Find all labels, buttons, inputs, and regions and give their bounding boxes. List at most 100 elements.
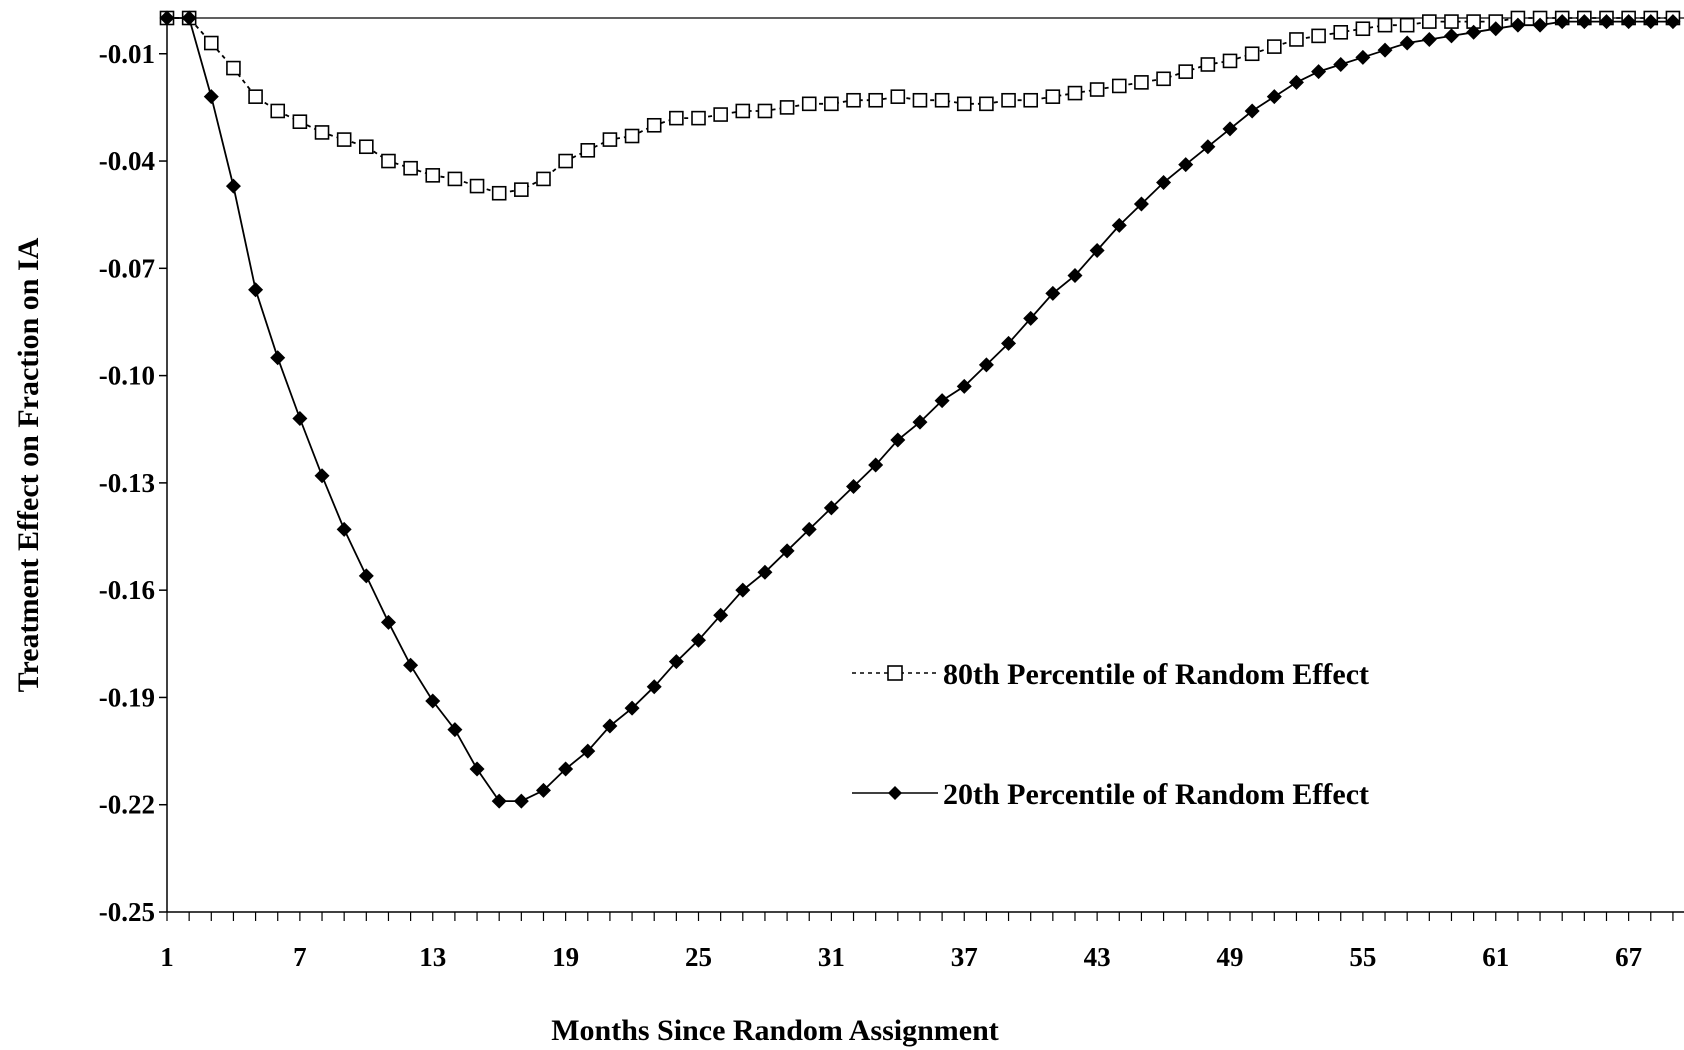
legend-item-20th: 20th Percentile of Random Effect (852, 778, 1369, 811)
x-tick-label: 67 (1615, 942, 1642, 972)
data-point-20th (1089, 242, 1105, 258)
x-ticks: 1 7 13 19 25 31 37 43 49 55 61 67 (160, 912, 1674, 972)
y-tick-label: -0.25 (99, 897, 155, 927)
data-point-20th (248, 282, 264, 298)
data-point-80th (270, 103, 286, 119)
data-point-20th (1266, 89, 1282, 105)
data-point-80th (846, 92, 861, 108)
legend-label-80th: 80th Percentile of Random Effect (943, 658, 1369, 691)
data-point-80th (1045, 89, 1061, 104)
y-tick-label: -0.04 (99, 146, 155, 176)
data-point-80th (1023, 92, 1038, 108)
series-80th (159, 10, 1681, 201)
data-point-20th (1222, 121, 1238, 137)
data-point-20th (912, 414, 928, 430)
data-point-20th (1156, 174, 1172, 190)
data-point-20th (159, 10, 175, 26)
data-point-80th (1289, 32, 1304, 47)
data-point-80th (624, 128, 640, 144)
data-point-20th (1355, 49, 1371, 65)
data-point-20th (513, 793, 529, 809)
data-point-80th (359, 139, 374, 155)
data-point-20th (403, 657, 419, 673)
data-point-20th (1288, 74, 1304, 90)
data-point-20th (1466, 24, 1482, 40)
data-point-80th (1422, 14, 1437, 29)
y-tick-label: -0.16 (99, 575, 155, 605)
data-point-80th (580, 143, 596, 158)
data-point-80th (336, 132, 352, 147)
data-point-20th (846, 478, 862, 494)
data-point-80th (314, 125, 330, 140)
data-point-80th (1089, 82, 1105, 97)
series-line-80th (167, 17, 1673, 195)
x-tick-label: 43 (1084, 942, 1111, 972)
data-point-80th (1399, 17, 1415, 33)
data-point-80th (824, 96, 839, 112)
legend-item-80th: 80th Percentile of Random Effect (852, 658, 1369, 691)
data-point-80th (381, 153, 396, 169)
data-point-80th (226, 60, 241, 76)
data-point-20th (646, 679, 662, 695)
y-axis-title: Treatment Effect on Fraction on IA (12, 237, 45, 692)
data-point-20th (713, 607, 729, 623)
data-point-80th (1001, 92, 1016, 108)
data-point-20th (1598, 14, 1614, 30)
y-tick-label: -0.01 (99, 39, 155, 69)
data-point-20th (934, 393, 950, 409)
legend: 80th Percentile of Random Effect 20th Pe… (852, 658, 1369, 811)
data-point-80th (735, 103, 751, 119)
data-point-80th (1377, 17, 1393, 33)
legend-marker-80th (887, 665, 903, 681)
data-point-20th (225, 178, 241, 194)
data-point-20th (1244, 103, 1260, 119)
data-point-20th (956, 378, 972, 394)
data-point-20th (779, 543, 795, 559)
y-tick-label: -0.22 (99, 790, 155, 820)
data-point-20th (469, 761, 485, 777)
data-point-20th (1045, 285, 1061, 301)
data-point-80th (979, 96, 994, 112)
data-point-20th (602, 718, 618, 734)
y-ticks: -0.01 -0.04 -0.07 -0.10 -0.13 -0.16 -0.19 -0.22… (99, 39, 167, 927)
data-point-80th (1067, 85, 1083, 101)
data-point-80th (646, 117, 662, 133)
data-point-20th (757, 564, 773, 580)
data-point-20th (1643, 14, 1659, 30)
data-point-20th (558, 761, 574, 777)
data-point-20th (890, 432, 906, 448)
data-point-80th (1333, 25, 1349, 40)
x-tick-label: 37 (951, 942, 978, 972)
data-point-20th (691, 632, 707, 648)
data-point-20th (1421, 31, 1437, 47)
data-point-80th (1178, 64, 1194, 79)
data-point-80th (713, 107, 728, 122)
data-point-20th (823, 500, 839, 516)
x-tick-label: 1 (160, 942, 174, 972)
data-point-80th (934, 92, 950, 108)
data-point-20th (292, 411, 308, 427)
data-point-80th (1355, 21, 1371, 37)
data-point-80th (469, 178, 485, 194)
data-point-20th (1133, 196, 1149, 212)
y-tick-label: -0.19 (99, 682, 155, 712)
data-point-20th (1532, 17, 1548, 33)
data-point-80th (757, 103, 773, 119)
data-point-20th (491, 793, 507, 809)
data-point-20th (1621, 14, 1637, 30)
data-point-80th (1111, 78, 1127, 94)
data-point-20th (1001, 335, 1017, 351)
data-point-20th (1111, 217, 1127, 233)
data-point-20th (1399, 35, 1415, 51)
data-point-80th (912, 92, 928, 108)
x-tick-label: 55 (1349, 942, 1376, 972)
data-point-20th (1178, 157, 1194, 173)
data-point-80th (669, 110, 684, 126)
data-point-20th (735, 582, 751, 598)
series-20th (159, 10, 1681, 809)
data-point-20th (624, 700, 640, 716)
data-point-80th (536, 171, 551, 187)
data-point-80th (203, 35, 219, 51)
data-point-20th (1067, 267, 1083, 283)
series-line-20th (167, 17, 1673, 802)
